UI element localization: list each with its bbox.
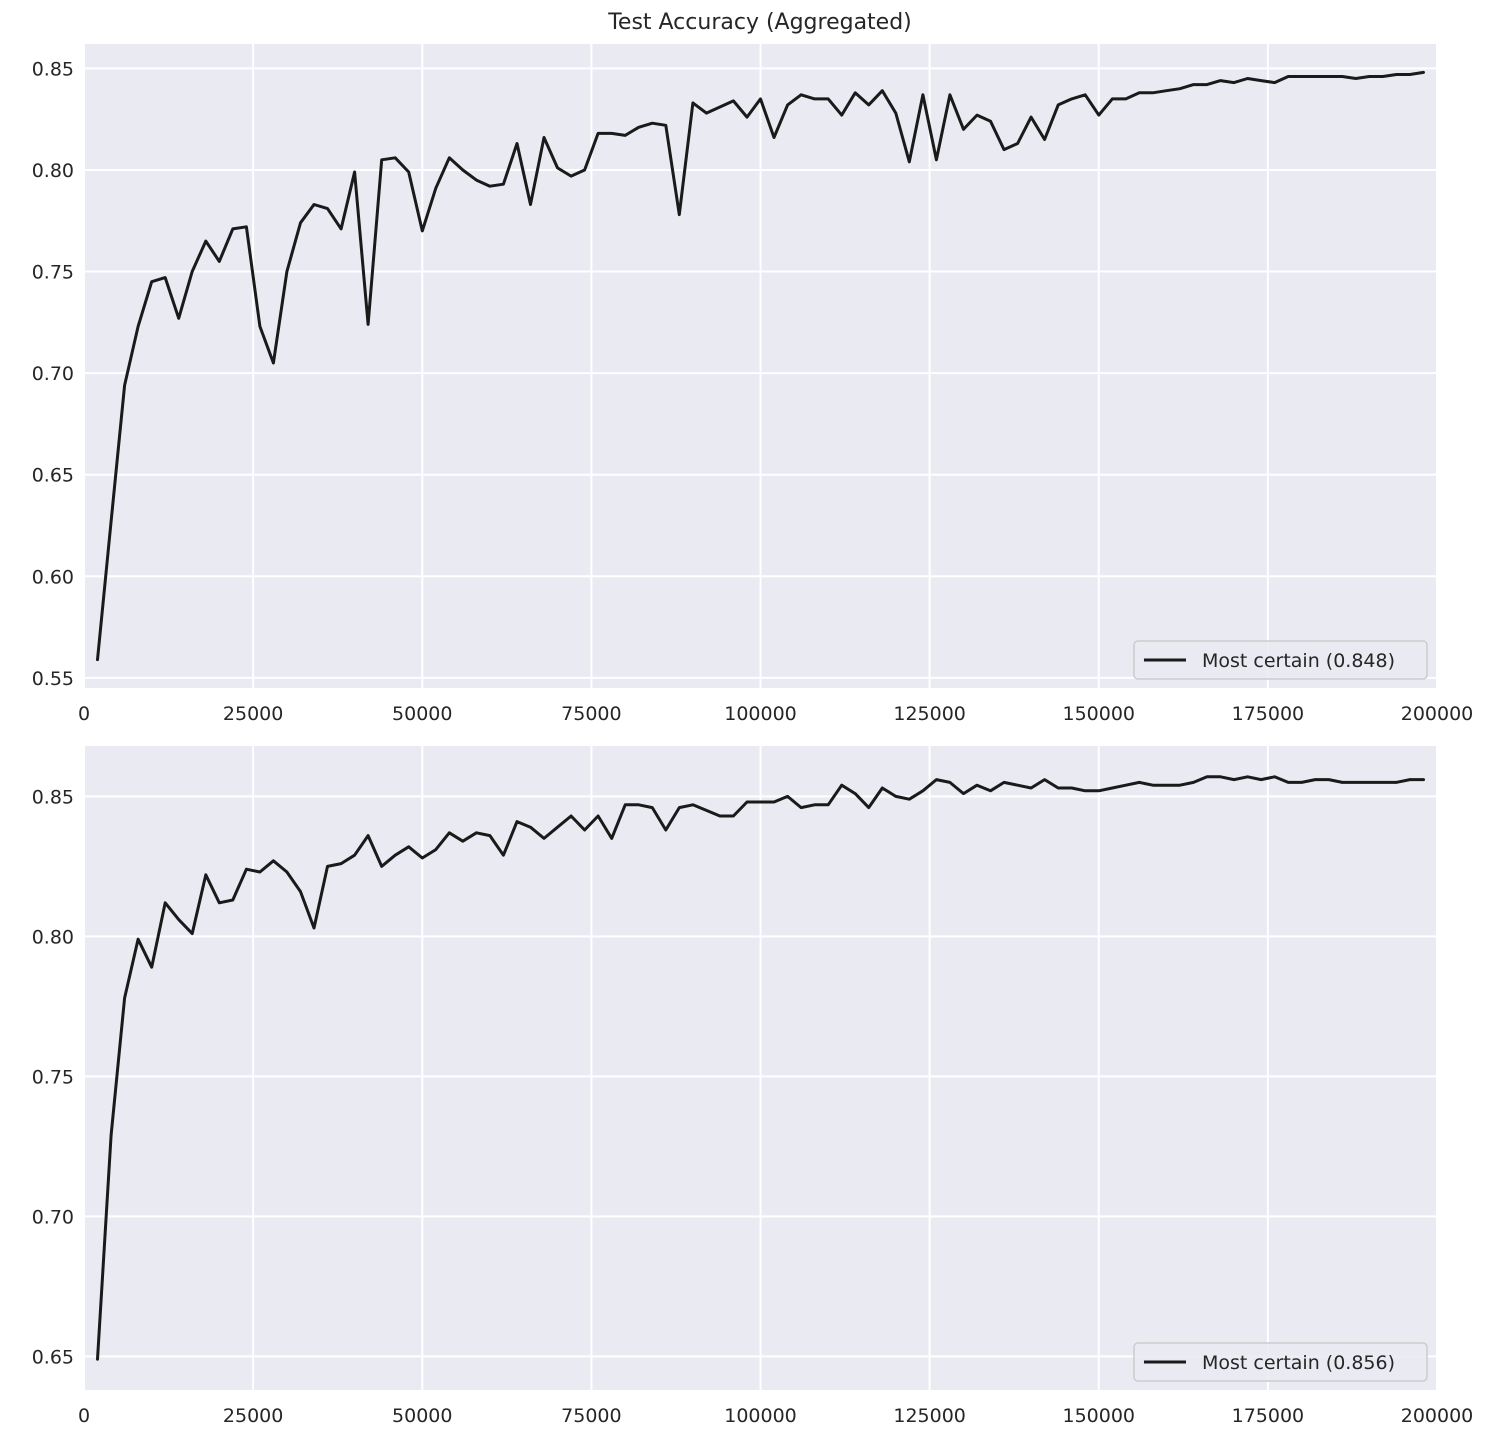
y-tick-label: 0.85 [32, 786, 74, 808]
y-tick-label: 0.55 [32, 668, 74, 690]
y-tick-label: 0.65 [32, 1346, 74, 1368]
x-tick-label: 125000 [893, 703, 966, 725]
legend-box [1133, 1342, 1428, 1382]
legend-box [1133, 640, 1428, 680]
x-tick-label: 150000 [1062, 1405, 1135, 1427]
y-tick-label: 0.80 [32, 160, 74, 182]
x-tick-label: 150000 [1062, 703, 1135, 725]
x-tick-label: 200000 [1401, 1405, 1474, 1427]
y-tick-label: 0.80 [32, 926, 74, 948]
legend-label: Most certain (0.848) [1202, 650, 1395, 672]
x-tick-label: 75000 [561, 703, 621, 725]
chart-panel-2: 0 25000 50000 75000 100000 125000 150000 175000… [32, 746, 1474, 1427]
x-tick-label: 25000 [223, 703, 283, 725]
legend: Most certain (0.856) [1133, 1342, 1428, 1382]
x-tick-label: 125000 [893, 1405, 966, 1427]
y-tick-label: 0.75 [32, 262, 74, 284]
y-tick-label: 0.85 [32, 58, 74, 80]
y-tick-label: 0.65 [32, 465, 74, 487]
series-line-1 [96, 775, 1425, 1361]
y-tick-label: 0.70 [32, 1206, 74, 1228]
chart-title: Test Accuracy (Aggregated) [607, 10, 912, 35]
y-tick-label: 0.70 [32, 363, 74, 385]
x-tick-label: 0 [78, 703, 90, 725]
legend: Most certain (0.848) [1133, 640, 1428, 680]
x-tick-label: 100000 [724, 1405, 797, 1427]
y-tick-label: 0.60 [32, 566, 74, 588]
x-tick-label: 75000 [561, 1405, 621, 1427]
x-tick-label: 100000 [724, 703, 797, 725]
x-tick-label: 25000 [223, 1405, 283, 1427]
x-tick-label: 0 [78, 1405, 90, 1427]
x-tick-label: 175000 [1232, 1405, 1305, 1427]
x-tick-label: 200000 [1401, 703, 1474, 725]
x-tick-label: 50000 [392, 1405, 452, 1427]
x-tick-label: 50000 [392, 703, 452, 725]
chart-panel-1: 0 25000 50000 75000 100000 125000 150000 175000… [32, 44, 1474, 725]
x-tick-label: 175000 [1232, 703, 1305, 725]
legend-label: Most certain (0.856) [1202, 1352, 1395, 1374]
y-tick-label: 0.75 [32, 1066, 74, 1088]
series-line-1 [96, 70, 1425, 662]
